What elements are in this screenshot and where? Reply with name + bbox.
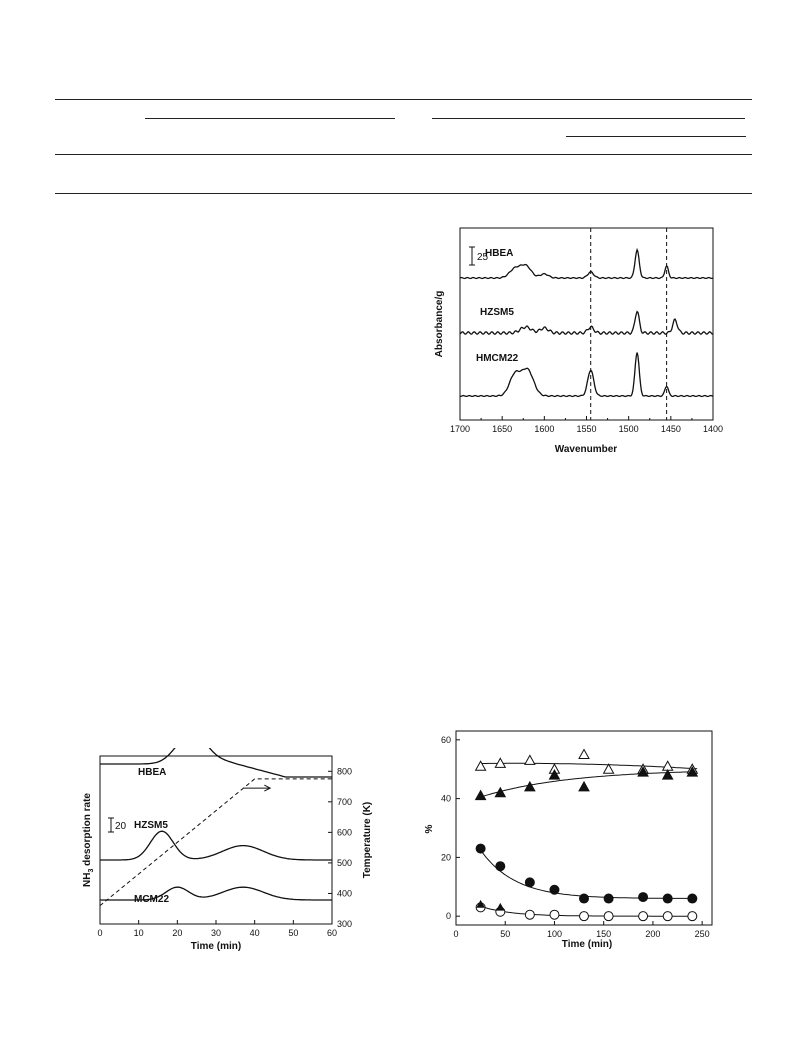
conv-x-axis-label: Time (min) xyxy=(562,939,612,950)
conv-y-tick-label: 60 xyxy=(441,735,451,745)
conv-point-filled-triangle xyxy=(548,769,561,780)
conv-fit-curve-1 xyxy=(480,762,698,770)
conv-y-axis-label: % xyxy=(424,824,435,833)
conv-fit-curve-2 xyxy=(480,771,698,798)
conv-point-filled-circle xyxy=(638,892,649,903)
conv-point-open-circle xyxy=(603,911,614,922)
conv-point-filled-circle xyxy=(662,893,673,904)
conv-point-filled-triangle xyxy=(523,780,536,792)
table-group-rule-1 xyxy=(145,118,395,119)
tpd-series-hzsm5 xyxy=(100,830,332,861)
ir-x-tick-label: 1550 xyxy=(576,424,596,434)
ir-series-hmcm22 xyxy=(460,352,714,398)
tpd-y-right-tick-label: 600 xyxy=(337,827,352,837)
conv-point-filled-circle xyxy=(495,861,506,872)
conv-x-tick-label: 0 xyxy=(453,929,458,939)
tpd-x-tick-label: 40 xyxy=(250,928,260,938)
tpd-temperature-ramp xyxy=(99,778,332,907)
tpd-y-right-tick-label: 700 xyxy=(337,797,352,807)
conv-point-filled-circle xyxy=(475,843,486,854)
conv-y-tick-label: 20 xyxy=(441,852,451,862)
conv-fit-curve-3 xyxy=(480,849,698,899)
table-bottom-rule xyxy=(55,193,752,194)
tpd-y-axis-label-left: NH3 desorption rate xyxy=(82,793,95,887)
conv-point-filled-triangle xyxy=(474,789,487,801)
conversion-chart: 0 50 100 150 200 250 0 20 40 60 Time (min) % xyxy=(424,730,713,950)
tpd-x-tick-label: 50 xyxy=(288,928,298,938)
conv-point-open-triangle xyxy=(661,760,674,771)
conv-y-tick-label: 40 xyxy=(441,794,451,804)
conv-x-tick-label: 50 xyxy=(500,929,510,939)
tpd-y-right-tick-label: 500 xyxy=(337,858,352,868)
conv-point-open-triangle xyxy=(523,754,536,765)
conv-point-filled-triangle-small xyxy=(495,902,505,911)
tpd-x-tick-label: 20 xyxy=(172,928,182,938)
conv-plot-frame xyxy=(455,730,713,926)
conv-point-open-circle xyxy=(662,911,673,922)
conv-point-filled-triangle xyxy=(637,766,649,777)
conv-point-filled-circle xyxy=(579,893,589,904)
tpd-x-tick-label: 10 xyxy=(134,928,144,938)
conv-x-tick-label: 200 xyxy=(645,929,660,939)
ir-x-axis-label: Wavenumber xyxy=(555,444,618,455)
conv-point-open-triangle xyxy=(602,763,615,774)
table-subgroup-rule xyxy=(566,136,746,137)
ir-series-label-hbea: HBEA xyxy=(485,248,513,259)
table-group-rule-2 xyxy=(432,118,745,119)
ir-y-axis-label: Absorbance/g xyxy=(434,291,445,358)
ir-series-hbea xyxy=(459,247,714,280)
ir-scale-bar-label: 25 xyxy=(477,252,489,263)
tpd-series-hbea xyxy=(100,748,332,778)
conv-point-open-circle xyxy=(524,909,535,920)
tpd-y-right-tick-label: 300 xyxy=(337,919,352,929)
tpd-axis-arrow xyxy=(243,784,272,792)
conv-point-filled-triangle xyxy=(661,769,674,780)
ir-x-tick-label: 1400 xyxy=(703,424,723,434)
ir-x-tick-label: 1600 xyxy=(534,424,554,434)
ir-x-tick-label: 1500 xyxy=(619,424,639,434)
table-top-rule xyxy=(55,99,752,100)
conv-point-open-circle xyxy=(638,911,649,922)
conv-point-open-circle xyxy=(549,909,560,920)
conv-point-open-triangle xyxy=(578,748,590,760)
tpd-series-label-mcm22: MCM22 xyxy=(134,894,169,905)
conv-point-filled-circle xyxy=(603,893,614,904)
conv-point-open-circle xyxy=(687,911,698,922)
conv-point-filled-triangle-small xyxy=(476,899,485,908)
tpd-y-right-tick-label: 800 xyxy=(337,766,352,776)
tpd-series-label-hbea: HBEA xyxy=(138,767,166,778)
conv-point-open-triangle xyxy=(494,757,507,768)
tpd-y-axis-label-right: Temperature (K) xyxy=(362,802,373,879)
tpd-scale-bar-label: 20 xyxy=(115,821,127,832)
conv-point-filled-circle xyxy=(687,893,698,904)
conv-point-filled-circle xyxy=(524,877,535,888)
conv-x-tick-label: 100 xyxy=(547,929,562,939)
conv-point-open-triangle xyxy=(474,760,487,771)
ir-x-tick-label: 1450 xyxy=(661,424,681,434)
conv-point-filled-triangle xyxy=(578,780,590,792)
ir-series-label-hzsm5: HZSM5 xyxy=(480,307,514,318)
conv-point-filled-triangle xyxy=(686,766,699,777)
conv-x-tick-label: 150 xyxy=(596,929,611,939)
tpd-series-mcm22 xyxy=(100,886,332,901)
ir-x-tick-label: 1700 xyxy=(450,424,470,434)
conv-point-filled-triangle xyxy=(494,786,507,798)
ir-x-tick-label: 1650 xyxy=(492,424,512,434)
conv-y-tick-label: 0 xyxy=(446,911,451,921)
tpd-x-tick-label: 30 xyxy=(211,928,221,938)
ir-spectra-chart: HBEA HZSM5 HMCM22 1700 1650 1600 1550 1500 1450… xyxy=(434,227,723,455)
conv-x-tick-label: 250 xyxy=(695,929,710,939)
tpd-x-axis-label: Time (min) xyxy=(191,941,241,952)
tpd-x-tick-label: 0 xyxy=(97,928,102,938)
conv-point-filled-circle xyxy=(549,884,560,895)
ir-series-label-hmcm22: HMCM22 xyxy=(476,353,519,364)
ir-series-hzsm5 xyxy=(459,310,714,335)
tpd-series-label-hzsm5: HZSM5 xyxy=(134,820,168,831)
table-header-rule xyxy=(55,154,752,155)
conv-point-open-circle xyxy=(579,911,589,922)
tpd-y-right-tick-label: 400 xyxy=(337,888,352,898)
tpd-x-tick-label: 60 xyxy=(327,928,337,938)
